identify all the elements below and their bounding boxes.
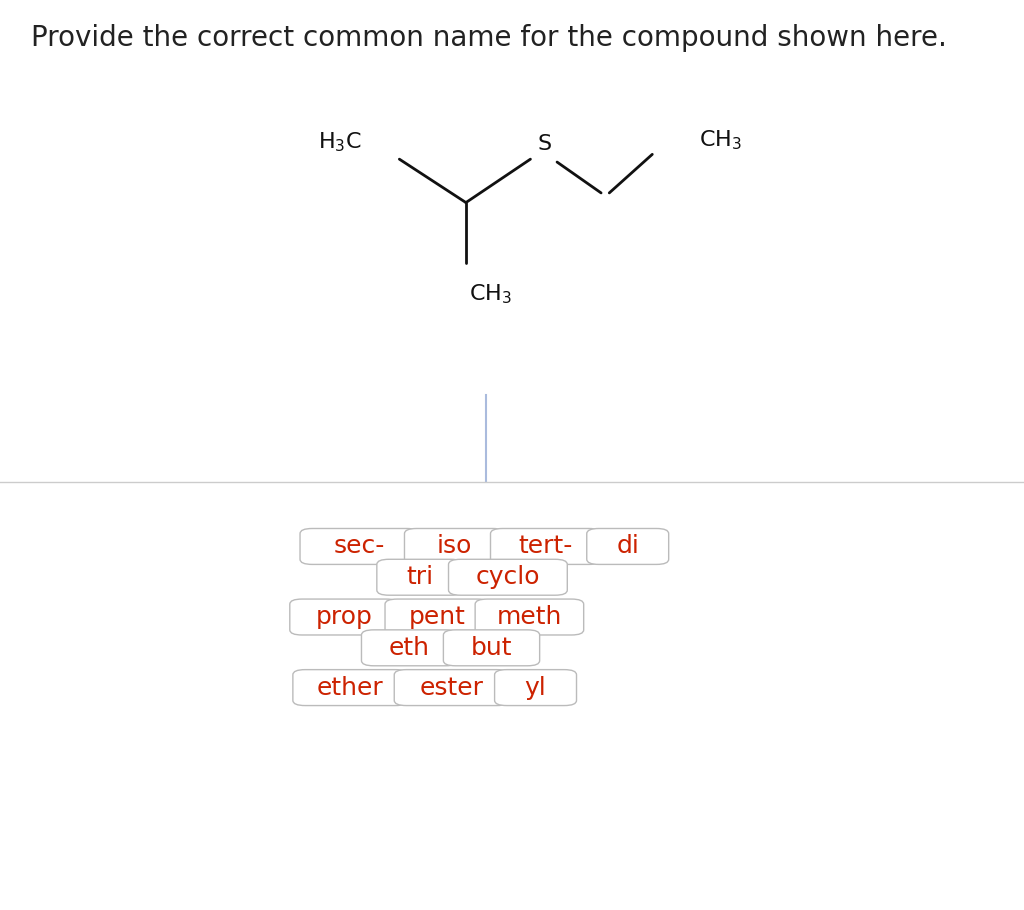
Text: sec-: sec- bbox=[334, 534, 385, 559]
Text: pent: pent bbox=[409, 605, 466, 629]
Text: eth: eth bbox=[389, 636, 430, 660]
Text: tert-: tert- bbox=[518, 534, 573, 559]
FancyBboxPatch shape bbox=[404, 529, 505, 564]
Text: but: but bbox=[471, 636, 512, 660]
FancyBboxPatch shape bbox=[385, 599, 489, 635]
Text: Provide the correct common name for the compound shown here.: Provide the correct common name for the … bbox=[31, 24, 946, 52]
Text: tri: tri bbox=[407, 565, 433, 590]
Text: iso: iso bbox=[437, 534, 472, 559]
FancyBboxPatch shape bbox=[475, 599, 584, 635]
Text: prop: prop bbox=[315, 605, 373, 629]
Text: H$_3$C: H$_3$C bbox=[317, 131, 361, 155]
Text: S: S bbox=[538, 135, 552, 155]
FancyBboxPatch shape bbox=[587, 529, 669, 564]
Text: ether: ether bbox=[316, 675, 384, 700]
FancyBboxPatch shape bbox=[490, 529, 601, 564]
FancyBboxPatch shape bbox=[361, 630, 458, 666]
Text: meth: meth bbox=[497, 605, 562, 629]
Text: CH$_3$: CH$_3$ bbox=[469, 282, 512, 306]
Text: cyclo: cyclo bbox=[476, 565, 540, 590]
FancyBboxPatch shape bbox=[290, 599, 398, 635]
FancyBboxPatch shape bbox=[293, 670, 408, 705]
Text: di: di bbox=[616, 534, 639, 559]
FancyBboxPatch shape bbox=[377, 560, 463, 595]
FancyBboxPatch shape bbox=[394, 670, 509, 705]
FancyBboxPatch shape bbox=[449, 560, 567, 595]
FancyBboxPatch shape bbox=[300, 529, 419, 564]
Text: yl: yl bbox=[524, 675, 547, 700]
Text: ester: ester bbox=[420, 675, 483, 700]
FancyBboxPatch shape bbox=[495, 670, 577, 705]
FancyBboxPatch shape bbox=[443, 630, 540, 666]
Text: CH$_3$: CH$_3$ bbox=[699, 128, 742, 152]
